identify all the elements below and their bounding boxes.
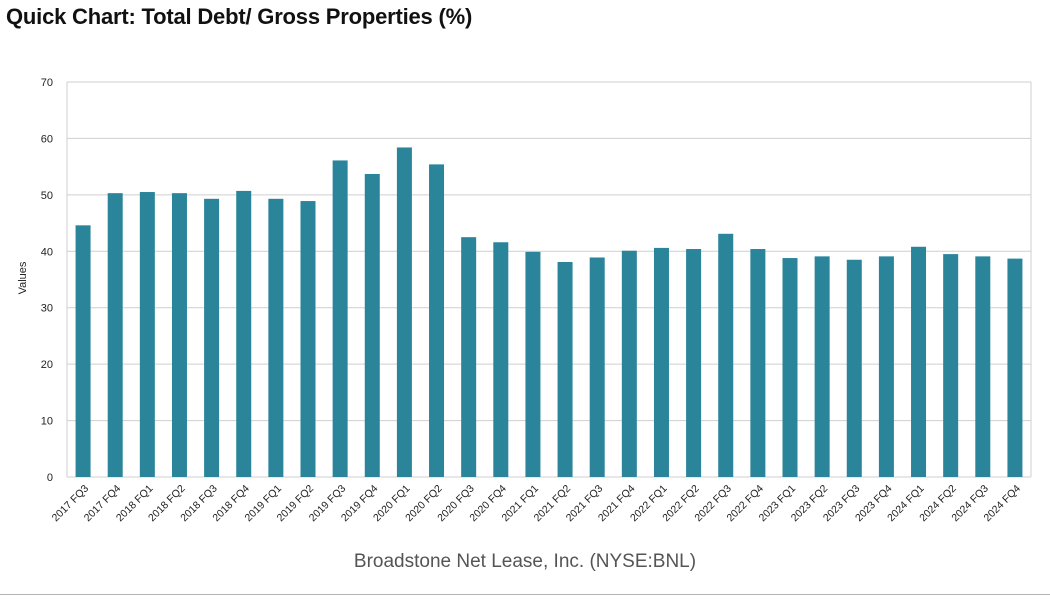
bar [750, 249, 766, 477]
bar [300, 201, 316, 478]
y-axis-ticks: 0 10 20 30 40 50 60 70 [41, 77, 53, 484]
y-tick-label: 10 [41, 416, 53, 428]
bar [943, 254, 959, 477]
y-tick-label: 40 [41, 246, 53, 258]
bar [461, 237, 477, 477]
bar [364, 173, 380, 477]
bar [75, 225, 91, 477]
bar [911, 246, 927, 477]
bar [718, 233, 734, 477]
bar [139, 192, 155, 478]
bar [782, 258, 798, 477]
y-tick-label: 30 [41, 303, 53, 315]
chart-source-caption: Broadstone Net Lease, Inc. (NYSE:BNL) [353, 551, 697, 572]
bar [429, 164, 445, 477]
bar [171, 193, 187, 477]
y-tick-label: 50 [41, 190, 53, 202]
bar [686, 249, 702, 477]
bar [268, 198, 284, 478]
y-tick-label: 20 [41, 359, 53, 371]
bar [236, 190, 252, 477]
bar [814, 256, 830, 477]
bar [589, 257, 605, 477]
bar [396, 147, 412, 477]
gridlines [66, 81, 1032, 478]
bar [493, 242, 509, 477]
bar [878, 256, 894, 477]
bottom-divider [0, 594, 1050, 595]
chart-title: Quick Chart: Total Debt/ Gross Propertie… [6, 4, 473, 29]
y-axis-label: Values [17, 261, 29, 294]
bar [975, 256, 991, 477]
y-tick-label: 70 [41, 77, 53, 89]
y-tick-label: 0 [47, 472, 53, 484]
bar [846, 259, 862, 477]
bar [653, 247, 669, 477]
y-tick-label: 60 [41, 133, 53, 145]
bars [75, 147, 1023, 478]
bar [557, 262, 573, 477]
bar [525, 251, 541, 477]
bar [1007, 258, 1023, 477]
bar [107, 193, 123, 477]
bar [621, 250, 637, 477]
bar [204, 198, 220, 478]
bar [332, 160, 348, 477]
